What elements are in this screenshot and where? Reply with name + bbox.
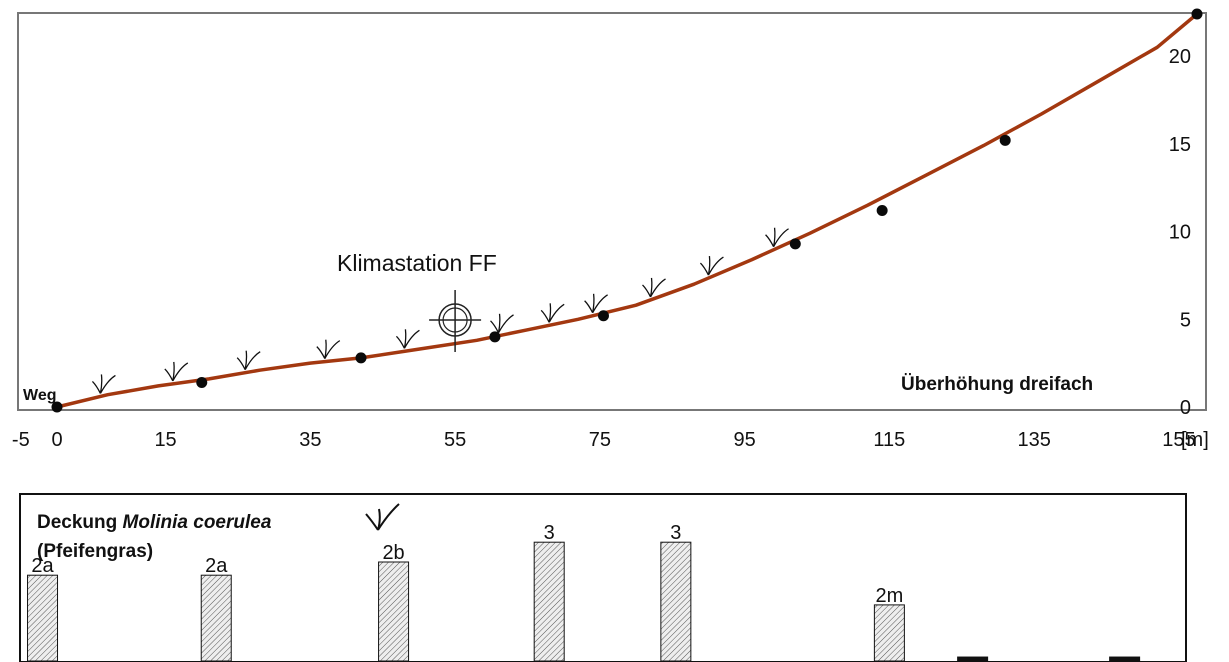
x-tick-label: 95 <box>733 429 755 451</box>
cover-bar <box>533 541 565 662</box>
profile-point <box>355 352 367 364</box>
cover-chart: Deckung Molinia coerulea (Pfeifengras) 2… <box>19 493 1187 662</box>
y-axis-ticks: 0 5 10 15 20 <box>1169 46 1191 419</box>
profile-point <box>789 238 801 250</box>
cover-bar-label: 2a <box>205 555 228 577</box>
y-tick-label: 20 <box>1169 46 1191 68</box>
grass-tuft <box>765 227 789 248</box>
climate-station-icon <box>429 290 482 352</box>
y-tick-label: 10 <box>1169 222 1191 244</box>
profile-point <box>1191 8 1203 20</box>
x-tick-label: 55 <box>444 429 466 451</box>
x-tick-label: 135 <box>1017 429 1050 451</box>
grass-tuft <box>236 350 261 370</box>
profile-point <box>597 310 609 322</box>
cover-chart-title: Deckung Molinia coerulea <box>37 512 272 533</box>
x-tick-label: 75 <box>589 429 611 451</box>
grass-tuft <box>540 303 565 323</box>
y-tick-label: 5 <box>1180 309 1191 331</box>
cover-bar <box>957 656 989 662</box>
cover-title-species: Molinia coerulea <box>123 512 272 533</box>
grass-tuft <box>490 313 514 334</box>
grass-tuft <box>642 277 666 298</box>
y-tick-label: 15 <box>1169 134 1191 156</box>
grass-tuft <box>584 293 608 314</box>
cover-bar-label: 2b <box>382 542 404 564</box>
exaggeration-note: Überhöhung dreifach <box>901 374 1093 395</box>
profile-point <box>999 134 1011 146</box>
x-tick-label: 15 <box>154 429 176 451</box>
x-tick-label: -5 <box>12 429 30 451</box>
profile-point <box>489 331 501 343</box>
x-tick-label: 35 <box>299 429 321 451</box>
cover-bar <box>378 561 410 662</box>
cover-bar <box>200 574 232 662</box>
cover-chart-frame <box>19 493 1187 662</box>
cover-title-text: Deckung <box>37 512 123 533</box>
cover-bar-label: 3 <box>544 522 555 544</box>
start-label-weg: Weg <box>23 387 56 404</box>
profile-point <box>876 205 888 216</box>
cover-chart-subtitle: (Pfeifengras) <box>37 541 153 562</box>
profile-point <box>196 376 208 388</box>
station-label: Klimastation FF <box>337 250 497 276</box>
cover-bar <box>873 604 905 662</box>
grass-tuft <box>164 361 189 382</box>
x-axis-ticks: -5 0 15 35 55 75 95 115 135 155 <box>12 429 1196 451</box>
cover-bar <box>1109 656 1141 662</box>
cover-bar-label: 3 <box>670 522 681 544</box>
x-tick-label: 155 <box>1162 429 1195 451</box>
grass-tuft <box>395 329 420 349</box>
x-unit-label: [m] <box>1181 429 1209 451</box>
profile-line <box>56 12 1199 409</box>
profile-chart-frame <box>17 12 1207 411</box>
x-tick-label: 115 <box>873 429 905 451</box>
grass-tuft <box>699 255 724 276</box>
cover-bar <box>660 541 692 662</box>
grass-marks <box>91 227 789 394</box>
cover-bar-label: 2a <box>31 555 54 577</box>
cover-bars: 2a 2a 2b 3 3 2m <box>27 522 1141 662</box>
x-tick-label: 0 <box>51 429 62 451</box>
profile-point <box>51 401 63 413</box>
grass-legend-icon <box>365 503 400 531</box>
y-tick-label: 0 <box>1180 397 1191 419</box>
grass-tuft <box>91 374 116 394</box>
grass-tuft <box>316 339 341 359</box>
cover-bar-label: 2m <box>875 585 903 607</box>
cover-bar <box>27 574 59 662</box>
profile-points <box>51 8 1203 413</box>
